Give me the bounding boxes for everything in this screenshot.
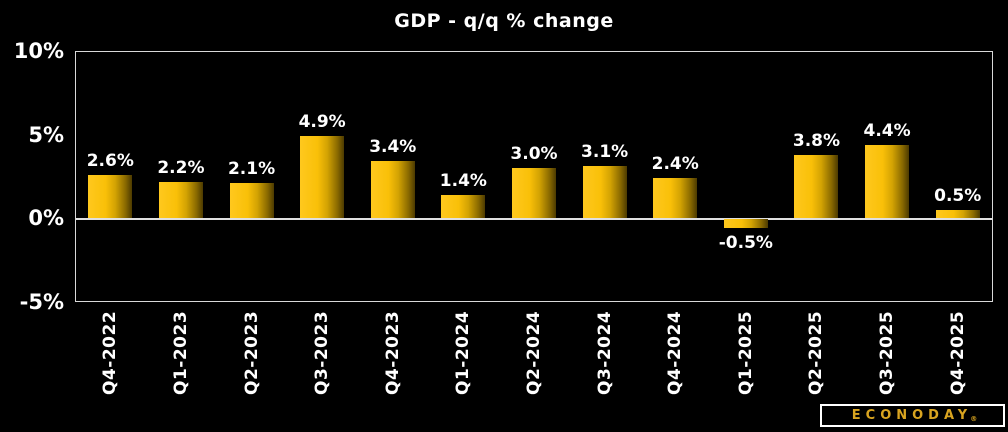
bar-value-label: 2.4% bbox=[651, 154, 699, 175]
econoday-logo: ECONODAY ® bbox=[820, 404, 1005, 427]
bar-Q4-2022 bbox=[88, 174, 133, 219]
bar-Q3-2025 bbox=[865, 144, 910, 219]
x-tick-label: Q4-2025 bbox=[947, 310, 968, 395]
x-tick-label: Q2-2023 bbox=[241, 310, 262, 395]
bar-Q3-2023 bbox=[300, 136, 345, 219]
bar-Q3-2024 bbox=[582, 166, 627, 219]
bar-value-label: 4.4% bbox=[863, 120, 911, 141]
x-tick-label: Q1-2023 bbox=[170, 310, 191, 395]
y-tick-label: 0% bbox=[28, 206, 64, 231]
x-tick-label: Q2-2024 bbox=[524, 310, 544, 395]
zero-axis-line bbox=[76, 218, 992, 221]
bar-Q4-2024 bbox=[653, 178, 698, 219]
econoday-logo-text: ECONODAY bbox=[851, 408, 973, 423]
bar-value-label: 2.6% bbox=[86, 150, 134, 171]
x-tick-label: Q4-2022 bbox=[100, 310, 121, 395]
x-tick-label: Q1-2024 bbox=[453, 310, 474, 395]
bar-value-label: 3.1% bbox=[581, 142, 629, 163]
bar-Q1-2023 bbox=[158, 181, 203, 219]
bar-value-label: 2.2% bbox=[157, 157, 205, 178]
x-tick-label: Q1-2025 bbox=[735, 310, 756, 395]
x-tick-label: Q3-2025 bbox=[877, 310, 898, 395]
bar-Q4-2023 bbox=[370, 161, 415, 219]
y-tick-label: 5% bbox=[28, 122, 64, 147]
bar-value-label: 2.1% bbox=[227, 159, 276, 180]
bar-Q2-2023 bbox=[229, 183, 274, 219]
registered-trademark-icon: ® bbox=[970, 415, 978, 423]
bar-value-label: -0.5% bbox=[718, 232, 773, 253]
bar-Q4-2025 bbox=[935, 209, 980, 219]
bar-value-label: 3.4% bbox=[369, 137, 417, 158]
y-tick-label: -5% bbox=[19, 290, 64, 314]
bar-value-label: 1.4% bbox=[439, 170, 487, 191]
bar-value-label: 4.9% bbox=[298, 112, 346, 133]
x-tick-label: Q3-2023 bbox=[312, 310, 333, 395]
bar-Q1-2024 bbox=[441, 194, 486, 219]
y-tick-label: 10% bbox=[13, 39, 64, 63]
bar-value-label: 3.8% bbox=[792, 130, 841, 151]
x-tick-label: Q2-2025 bbox=[806, 310, 827, 395]
bar-Q2-2025 bbox=[794, 154, 839, 219]
bar-Q1-2025 bbox=[723, 219, 768, 228]
bar-Q2-2024 bbox=[512, 168, 556, 219]
bar-value-label: 3.0% bbox=[510, 144, 558, 165]
x-tick-label: Q4-2024 bbox=[665, 310, 686, 395]
chart-title: GDP - q/q % change bbox=[394, 10, 614, 32]
bar-value-label: 0.5% bbox=[934, 185, 982, 206]
x-tick-label: Q4-2023 bbox=[382, 310, 403, 395]
x-tick-label: Q3-2024 bbox=[594, 310, 615, 395]
